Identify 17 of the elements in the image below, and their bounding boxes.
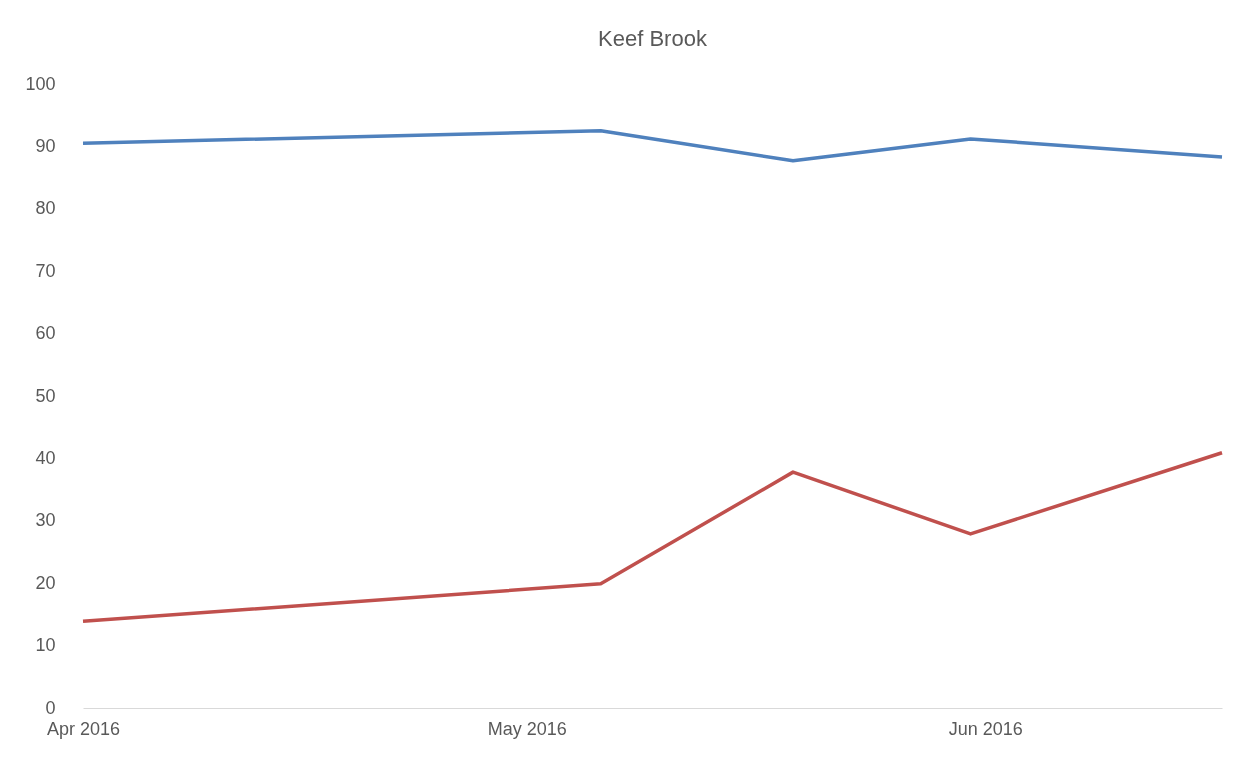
y-tick-label: 60 bbox=[35, 323, 56, 344]
y-tick-label: 30 bbox=[35, 510, 56, 531]
y-tick-label: 90 bbox=[35, 135, 56, 156]
x-tick-label: Jun 2016 bbox=[948, 718, 1023, 739]
line-series bbox=[81, 451, 1224, 624]
line-series bbox=[81, 129, 1224, 163]
y-tick-label: 100 bbox=[25, 73, 56, 94]
x-tick-label: May 2016 bbox=[487, 718, 567, 739]
y-tick-label: 70 bbox=[35, 260, 56, 281]
x-tick-label: Apr 2016 bbox=[46, 718, 121, 739]
y-tick-label: 80 bbox=[35, 198, 56, 219]
y-tick-label: 40 bbox=[35, 447, 56, 468]
y-tick-label: 20 bbox=[35, 572, 56, 593]
y-tick-label: 50 bbox=[35, 385, 56, 406]
chart-title: Keef Brook bbox=[598, 26, 708, 51]
y-tick-label: 10 bbox=[35, 635, 56, 656]
y-tick-label: 0 bbox=[45, 697, 56, 718]
